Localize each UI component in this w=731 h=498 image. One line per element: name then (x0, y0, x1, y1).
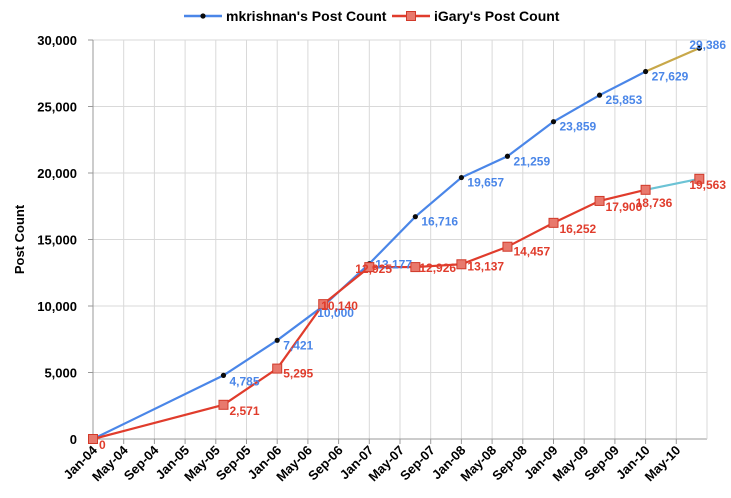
y-tick-label: 5,000 (44, 366, 77, 381)
series-markers (88, 45, 705, 444)
data-label: 2,571 (229, 404, 259, 418)
series-point (220, 372, 227, 378)
data-label: 25,853 (606, 93, 643, 107)
y-tick-label: 25,000 (37, 100, 77, 115)
data-labels: 4,785 7,421 10,000 13,177 16,716 19,657 21,259… (99, 38, 726, 452)
y-tick-label: 15,000 (37, 233, 77, 248)
axes (88, 39, 708, 444)
series-point (364, 262, 375, 273)
y-tick-label: 30,000 (37, 33, 77, 48)
data-label: 19,563 (689, 178, 726, 192)
series-point (596, 92, 603, 98)
data-label: 29,386 (689, 38, 726, 52)
data-label: 13,177 (375, 258, 412, 272)
series-point (272, 363, 283, 374)
series-point (694, 173, 705, 184)
series-last-segment-1 (645, 177, 700, 191)
series-point (218, 399, 229, 410)
y-tick-label: 20,000 (37, 166, 77, 181)
data-label: 19,657 (467, 176, 504, 190)
legend-swatch-marker (406, 11, 416, 21)
data-label: 27,629 (652, 70, 689, 84)
series-point (502, 241, 513, 252)
x-tick-label: Sep-09 (581, 443, 622, 484)
series-point (548, 217, 559, 228)
data-label: 10,140 (321, 299, 358, 313)
legend-label: iGary's Post Count (434, 8, 560, 24)
data-label: 17,900 (606, 200, 643, 214)
series-point (640, 184, 651, 195)
legend[interactable]: mkrishnan's Post Count iGary's Post Count (184, 8, 560, 24)
legend-item-1[interactable]: iGary's Post Count (392, 8, 560, 24)
series-point (410, 262, 421, 273)
legend-swatch-marker (200, 13, 206, 19)
data-label: 12,926 (419, 261, 456, 275)
data-label: 7,421 (283, 338, 313, 352)
data-label: 14,457 (513, 245, 550, 259)
series-point (458, 174, 464, 181)
data-label: 21,259 (513, 154, 550, 168)
series-point (504, 153, 511, 159)
series-point (318, 299, 329, 310)
series-point (550, 119, 557, 125)
y-tick-labels: 0 5,000 10,000 15,000 20,000 25,000 30,000 (37, 33, 77, 447)
data-label: 0 (99, 438, 106, 452)
data-label: 4,785 (229, 374, 259, 388)
data-label: 5,295 (283, 367, 313, 381)
series-point (643, 68, 649, 75)
grid-lines (93, 39, 707, 439)
x-tick-labels: Jan-04May-04Sep-04Jan-05May-05Sep-05Jan-… (60, 442, 683, 484)
series-point (594, 195, 605, 206)
x-tick-label: Sep-04 (121, 442, 162, 483)
data-label: 16,252 (560, 222, 597, 236)
x-tick-label: Sep-08 (489, 443, 530, 484)
series-point (412, 214, 418, 220)
series-point (88, 434, 98, 444)
legend-label: mkrishnan's Post Count (226, 8, 387, 24)
x-tick-label: Sep-05 (213, 443, 254, 484)
series-last-segment-0 (645, 47, 700, 73)
legend-item-0[interactable]: mkrishnan's Post Count (184, 8, 387, 24)
data-label: 12,925 (355, 262, 392, 276)
series-point (274, 337, 280, 343)
data-label: 16,716 (421, 215, 458, 229)
series-point (456, 259, 467, 270)
data-label: 18,736 (636, 196, 673, 210)
x-tick-label: Sep-07 (397, 443, 438, 484)
data-label: 13,137 (467, 259, 504, 273)
series-point (696, 45, 702, 51)
data-label: 23,859 (560, 120, 597, 134)
y-axis-label: Post Count (12, 204, 27, 274)
data-label: 10,000 (317, 306, 354, 320)
x-tick-label: Sep-06 (305, 443, 346, 484)
y-tick-label: 0 (70, 432, 77, 447)
y-tick-label: 10,000 (37, 299, 77, 314)
